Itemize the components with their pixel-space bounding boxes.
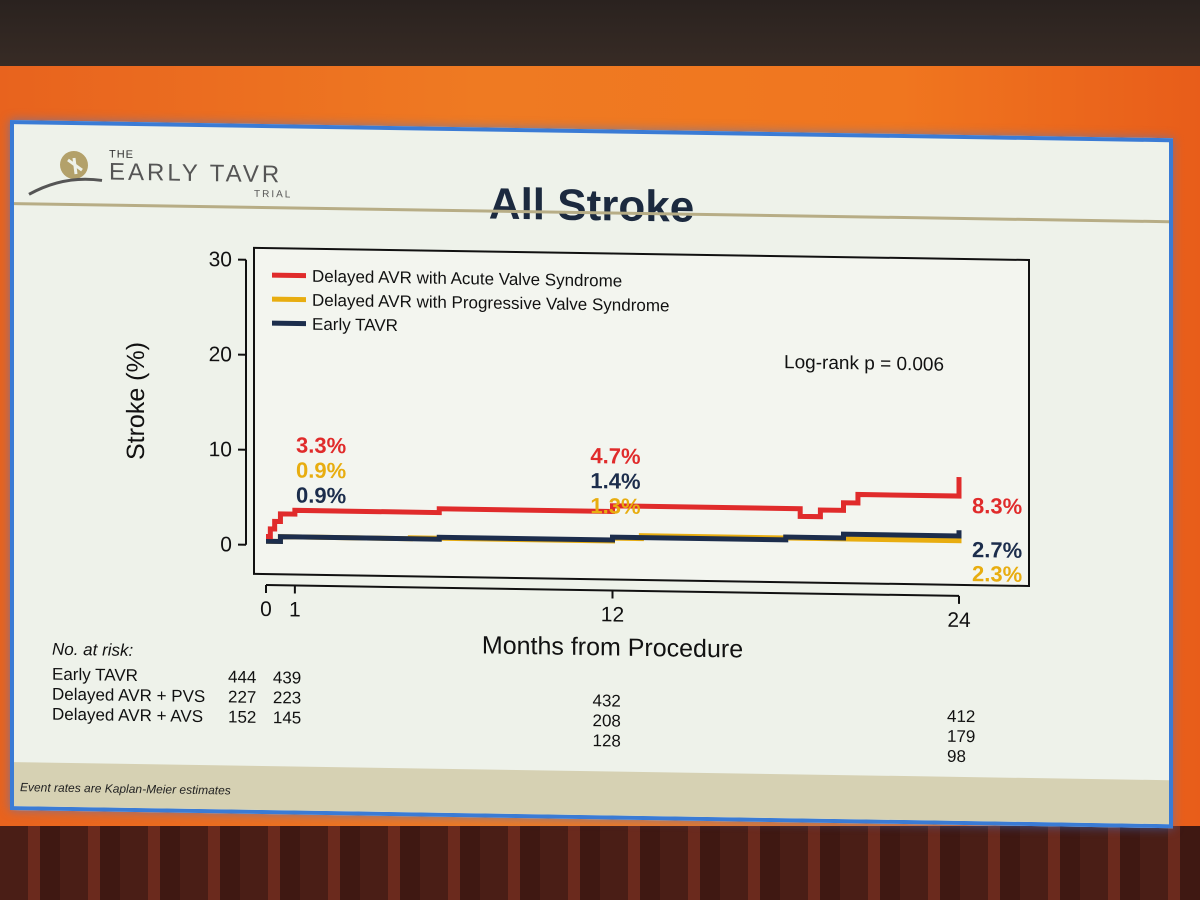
value-label: 2.3% <box>972 561 1022 587</box>
risk-count: 98 <box>947 746 966 767</box>
value-label: 8.3% <box>972 493 1022 519</box>
risk-count: 179 <box>947 726 976 747</box>
risk-count: 223 <box>272 688 302 708</box>
risk-count: 152 <box>228 707 257 727</box>
value-label: 3.3% <box>296 432 346 458</box>
risk-count: 208 <box>592 711 621 731</box>
risk-heading: No. at risk: <box>52 639 134 660</box>
risk-count: 432 <box>592 691 621 711</box>
legend-swatch <box>272 296 306 303</box>
y-tick-label: 0 <box>220 533 232 556</box>
log-rank-text: Log-rank p = 0.006 <box>784 352 944 376</box>
stage-curtain <box>0 826 1200 900</box>
legend-label: Delayed AVR with Acute Valve Syndrome <box>312 267 622 291</box>
logo-mark-icon <box>28 151 103 196</box>
value-label: 2.7% <box>972 537 1022 563</box>
series-line <box>266 477 962 540</box>
value-label: 0.9% <box>296 482 346 508</box>
chart-lines <box>266 477 962 544</box>
y-tick-label: 10 <box>209 438 232 461</box>
risk-count: 412 <box>947 706 976 727</box>
x-tick-label: 24 <box>947 609 971 632</box>
value-label: 1.3% <box>590 493 640 519</box>
y-tick-label: 30 <box>209 248 232 271</box>
trial-logo: THE EARLY TAVR TRIAL <box>24 139 304 213</box>
y-tick-label: 20 <box>209 343 232 366</box>
risk-count: 128 <box>592 731 621 751</box>
risk-row-label: Delayed AVR + PVS <box>52 684 206 707</box>
chart-labels: Delayed AVR with Acute Valve SyndromeDel… <box>272 267 1022 587</box>
x-tick-label: 12 <box>601 603 624 626</box>
plot-frame <box>253 246 1030 588</box>
legend-swatch <box>272 272 306 279</box>
risk-count: 227 <box>228 687 257 707</box>
series-line <box>266 530 962 544</box>
risk-row-label: Delayed AVR + AVS <box>52 704 204 727</box>
risk-row-label: Early TAVR <box>52 664 138 686</box>
value-label: 0.9% <box>296 457 346 483</box>
x-tick-label: 0 <box>260 598 272 621</box>
risk-count: 439 <box>272 668 302 688</box>
risk-count: 444 <box>228 667 257 687</box>
slide: THE EARLY TAVR TRIAL All Stroke 0 10 20 30 0… <box>10 120 1173 829</box>
value-label: 4.7% <box>590 443 640 469</box>
value-label: 1.4% <box>590 468 640 494</box>
legend-swatch <box>272 320 306 327</box>
x-axis-title: Months from Procedure <box>482 631 743 663</box>
legend-label: Early TAVR <box>312 315 398 335</box>
y-axis-title: Stroke (%) <box>122 342 150 461</box>
x-tick-label: 1 <box>289 598 301 621</box>
risk-count: 145 <box>272 708 302 728</box>
